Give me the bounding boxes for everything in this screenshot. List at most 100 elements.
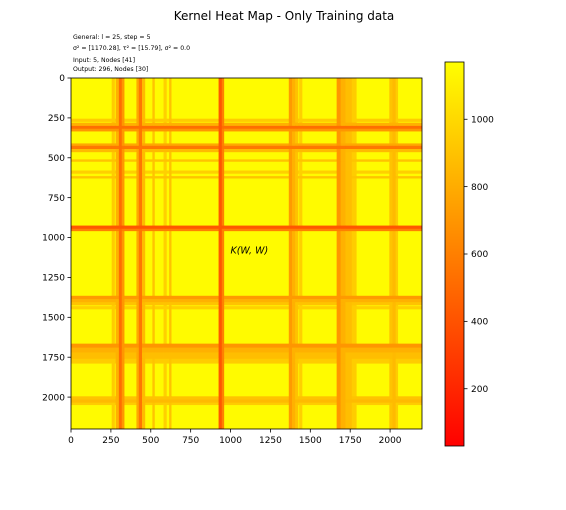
heatmap-cell: [356, 152, 390, 160]
heatmap-cell: [124, 363, 137, 397]
heatmap-cell: [118, 402, 123, 406]
heatmap-cell: [118, 143, 123, 147]
heatmap-cell: [351, 396, 357, 400]
heatmap-cell: [345, 363, 353, 397]
heatmap-cell: [392, 121, 397, 124]
heatmap-cell: [395, 363, 399, 397]
heatmap-cell: [356, 149, 390, 153]
heatmap-cell: [138, 122, 143, 127]
heatmap-cell: [142, 347, 146, 353]
heatmap-cell: [171, 178, 219, 226]
heatmap-cell: [136, 173, 140, 177]
heatmap-cell: [295, 402, 299, 406]
heatmap-cell: [345, 343, 353, 349]
heatmap-cell: [169, 298, 172, 303]
heatmap-cell: [145, 363, 153, 397]
heatmap-cell: [152, 161, 156, 171]
heatmap-cell: [138, 396, 143, 400]
heatmap-cell: [221, 358, 225, 364]
heatmap-cell: [299, 128, 303, 132]
heatmap-cell: [392, 78, 397, 120]
heatmap-cell: [221, 78, 225, 120]
heatmap-cell: [336, 399, 342, 404]
heatmap-cell: [145, 170, 153, 175]
heatmap-cell: [224, 302, 290, 306]
heatmap-cell: [171, 170, 219, 175]
heatmap-cell: [336, 352, 342, 360]
heatmap-cell: [115, 402, 120, 406]
heatmap-cell: [351, 125, 357, 130]
heatmap-cell: [291, 173, 296, 177]
heatmap-cell: [299, 149, 303, 153]
heatmap-cell: [124, 305, 137, 307]
heatmap-cell: [114, 143, 117, 147]
y-tick-label: 1500: [42, 314, 65, 324]
heatmap-cell: [136, 405, 140, 429]
heatmap-cell: [340, 118, 346, 123]
heatmap-cell: [351, 145, 357, 150]
heatmap-cell: [166, 145, 170, 150]
heatmap-cell: [389, 225, 393, 230]
heatmap-cell: [121, 302, 125, 306]
heatmap-cell: [302, 161, 338, 171]
heatmap-cell: [392, 231, 397, 297]
heatmap-cell: [351, 402, 357, 406]
heatmap-cell: [351, 122, 357, 127]
heatmap-cell: [336, 143, 342, 147]
heatmap-cell: [302, 173, 338, 177]
heatmap-cell: [398, 399, 422, 404]
heatmap-cell: [298, 118, 300, 123]
heatmap-cell: [118, 78, 123, 120]
heatmap-cell: [336, 295, 342, 300]
heatmap-cell: [351, 343, 357, 349]
heatmap-cell: [288, 228, 293, 232]
heatmap-cell: [302, 131, 338, 144]
heatmap-cell: [345, 145, 353, 150]
heatmap-cell: [118, 295, 123, 300]
heatmap-cell: [118, 228, 123, 232]
heatmap-cell: [121, 347, 125, 353]
x-tick-label: 0: [68, 436, 74, 446]
heatmap-cell: [291, 302, 296, 306]
heatmap-cell: [389, 298, 393, 303]
heatmap-cell: [124, 302, 137, 306]
heatmap-cell: [142, 363, 146, 397]
heatmap-cell: [295, 343, 299, 349]
heatmap-cell: [398, 152, 422, 160]
heatmap-cell: [142, 302, 146, 306]
heatmap-cell: [163, 159, 168, 163]
heatmap-cell: [163, 121, 168, 124]
heatmap-cell: [136, 231, 140, 297]
heatmap-cell: [224, 121, 290, 124]
heatmap-cell: [389, 352, 393, 360]
heatmap-cell: [345, 231, 353, 297]
heatmap-cell: [115, 305, 120, 307]
heatmap-cell: [345, 149, 353, 153]
heatmap-cell: [218, 118, 223, 123]
heatmap-cell: [389, 405, 393, 429]
heatmap-cell: [298, 78, 300, 120]
heatmap-cell: [118, 149, 123, 153]
heatmap-cell: [163, 118, 168, 123]
heatmap-cell: [71, 121, 113, 124]
heatmap-cell: [218, 402, 223, 406]
heatmap-cell: [345, 176, 353, 179]
heatmap-cell: [224, 178, 290, 226]
heatmap-cell: [291, 78, 296, 120]
heatmap-cell: [142, 152, 146, 160]
heatmap-cell: [392, 143, 397, 147]
heatmap-cell: [114, 396, 117, 400]
heatmap-cell: [171, 305, 219, 307]
heatmap-cell: [166, 122, 170, 127]
heatmap-cell: [295, 143, 299, 147]
colorbar-tick-label: 1000: [471, 115, 494, 125]
heatmap-cell: [121, 128, 125, 132]
heatmap-cell: [145, 145, 153, 150]
heatmap-cell: [169, 225, 172, 230]
heatmap-cell: [351, 159, 357, 163]
heatmap-cell: [154, 352, 164, 360]
heatmap-cell: [398, 121, 422, 124]
heatmap-cell: [136, 298, 140, 303]
heatmap-cell: [336, 176, 342, 179]
heatmap-cell: [142, 143, 146, 147]
